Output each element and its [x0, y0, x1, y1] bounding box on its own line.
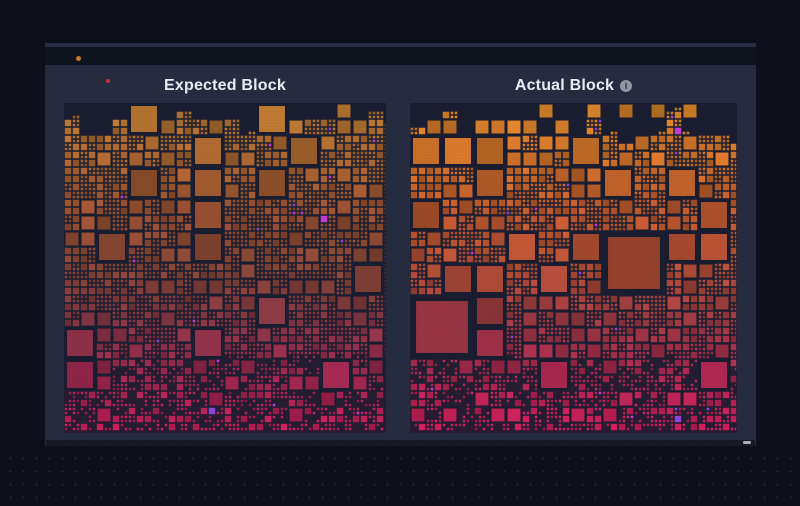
expected-block-visualization[interactable] — [64, 103, 386, 433]
status-dot — [76, 56, 81, 61]
expected-block-header: Expected Block — [64, 74, 386, 98]
horizontal-scrollbar-thumb[interactable] — [743, 441, 751, 444]
dotted-background — [0, 446, 800, 506]
actual-block-title: Actual Block — [514, 77, 615, 94]
top-toolbar — [45, 43, 756, 65]
notification-dot — [106, 79, 110, 83]
info-icon[interactable]: i — [620, 80, 633, 92]
horizontal-scrollbar-track[interactable] — [46, 440, 755, 446]
expected-block-title: Expected Block — [164, 77, 286, 94]
actual-block-visualization[interactable] — [410, 103, 737, 433]
actual-block-header: Actual Block i — [410, 74, 737, 98]
